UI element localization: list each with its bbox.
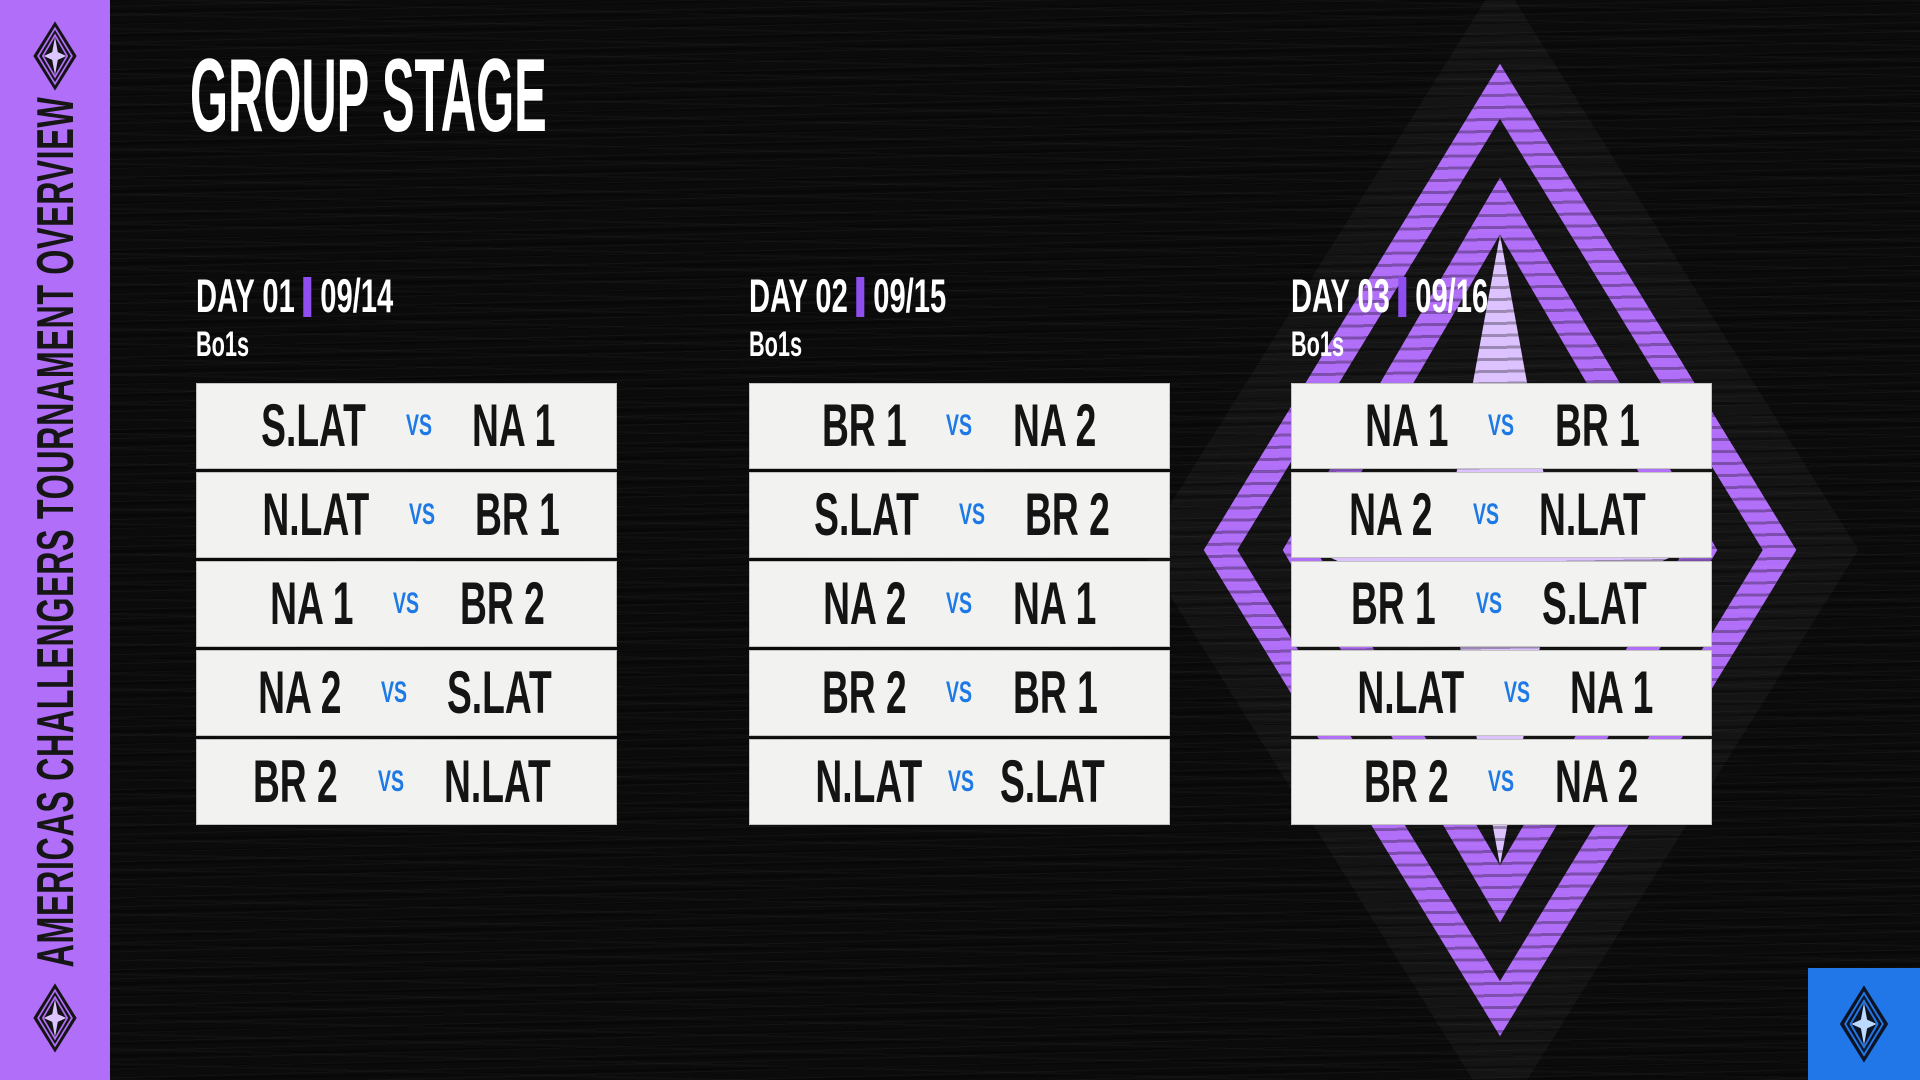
vs-label: VS bbox=[1504, 676, 1531, 709]
vs-label: VS bbox=[1488, 409, 1515, 442]
team-left: NA 2 bbox=[1349, 481, 1433, 548]
team-right: S.LAT bbox=[1000, 748, 1105, 815]
match-row: NA 2 VS S.LAT bbox=[196, 650, 617, 736]
team-right: BR 2 bbox=[1024, 481, 1110, 548]
team-left: NA 2 bbox=[823, 570, 907, 637]
vs-label: VS bbox=[958, 498, 985, 531]
vs-label: VS bbox=[1472, 498, 1499, 531]
spark-icon-corner bbox=[1838, 984, 1890, 1064]
team-right: S.LAT bbox=[1542, 570, 1647, 637]
day-label: DAY 01 bbox=[196, 269, 295, 322]
team-left: NA 1 bbox=[270, 570, 354, 637]
day-label: DAY 03 bbox=[1291, 269, 1390, 322]
team-left: S.LAT bbox=[261, 392, 366, 459]
day-column-1: DAY 01 09/14 Bo1s S.LAT VS NA 1 N.LAT VS … bbox=[196, 272, 617, 828]
vs-label: VS bbox=[381, 676, 408, 709]
vs-label: VS bbox=[409, 498, 436, 531]
corner-badge bbox=[1808, 968, 1920, 1080]
match-table: BR 1 VS NA 2 S.LAT VS BR 2 NA 2 VS NA 1 … bbox=[749, 383, 1170, 825]
vs-label: VS bbox=[946, 676, 973, 709]
vs-label: VS bbox=[1488, 765, 1515, 798]
team-right: NA 1 bbox=[471, 392, 556, 459]
match-row: N.LAT VS S.LAT bbox=[749, 739, 1170, 825]
team-left: BR 1 bbox=[821, 392, 907, 459]
match-row: NA 1 VS BR 1 bbox=[1291, 383, 1712, 469]
match-row: NA 1 VS BR 2 bbox=[196, 561, 617, 647]
day-date: 09/15 bbox=[873, 269, 947, 322]
spark-icon-bottom bbox=[32, 982, 78, 1054]
vs-label: VS bbox=[946, 587, 973, 620]
team-right: NA 2 bbox=[1012, 392, 1096, 459]
day-format: Bo1s bbox=[196, 325, 250, 364]
day-format: Bo1s bbox=[1291, 325, 1345, 364]
team-right: BR 1 bbox=[1554, 392, 1640, 459]
match-row: BR 1 VS S.LAT bbox=[1291, 561, 1712, 647]
team-left: NA 2 bbox=[257, 659, 342, 726]
match-row: NA 2 VS N.LAT bbox=[1291, 472, 1712, 558]
page-title: GROUP STAGE bbox=[190, 38, 547, 154]
day-separator bbox=[1398, 277, 1407, 317]
team-right: S.LAT bbox=[447, 659, 552, 726]
team-left: BR 2 bbox=[253, 748, 338, 815]
day-separator bbox=[856, 277, 865, 317]
day-separator bbox=[303, 277, 312, 317]
team-right: BR 2 bbox=[459, 570, 545, 637]
team-right: NA 1 bbox=[1570, 659, 1654, 726]
match-row: NA 2 VS NA 1 bbox=[749, 561, 1170, 647]
spark-icon-top bbox=[32, 20, 78, 92]
day-label: DAY 02 bbox=[749, 269, 848, 322]
team-right: BR 1 bbox=[1012, 659, 1098, 726]
day-header: DAY 01 09/14 bbox=[196, 272, 617, 319]
team-left: BR 2 bbox=[821, 659, 907, 726]
vs-label: VS bbox=[1476, 587, 1503, 620]
vs-label: VS bbox=[405, 409, 432, 442]
day-header: DAY 03 09/16 bbox=[1291, 272, 1712, 319]
day-column-3: DAY 03 09/16 Bo1s NA 1 VS BR 1 NA 2 VS N.… bbox=[1291, 272, 1712, 828]
team-right: NA 1 bbox=[1012, 570, 1096, 637]
team-left: NA 1 bbox=[1365, 392, 1449, 459]
vs-label: VS bbox=[377, 765, 404, 798]
day-header: DAY 02 09/15 bbox=[749, 272, 1170, 319]
day-date: 09/14 bbox=[320, 269, 394, 322]
team-left: S.LAT bbox=[814, 481, 919, 548]
match-row: N.LAT VS BR 1 bbox=[196, 472, 617, 558]
match-row: N.LAT VS NA 1 bbox=[1291, 650, 1712, 736]
sidebar-label: AMERICAS CHALLENGERS TOURNAMENT OVERVIEW bbox=[27, 96, 85, 968]
match-row: BR 2 VS BR 1 bbox=[749, 650, 1170, 736]
team-left: BR 1 bbox=[1351, 570, 1437, 637]
vs-label: VS bbox=[393, 587, 420, 620]
team-left: BR 2 bbox=[1363, 748, 1449, 815]
day-format: Bo1s bbox=[749, 325, 803, 364]
team-left: N.LAT bbox=[1357, 659, 1465, 726]
match-row: S.LAT VS NA 1 bbox=[196, 383, 617, 469]
vs-label: VS bbox=[948, 765, 975, 798]
team-right: N.LAT bbox=[1538, 481, 1646, 548]
match-table: NA 1 VS BR 1 NA 2 VS N.LAT BR 1 VS S.LAT… bbox=[1291, 383, 1712, 825]
team-left: N.LAT bbox=[262, 481, 370, 548]
team-right: NA 2 bbox=[1554, 748, 1638, 815]
match-row: BR 2 VS N.LAT bbox=[196, 739, 617, 825]
day-date: 09/16 bbox=[1415, 269, 1489, 322]
match-row: BR 1 VS NA 2 bbox=[749, 383, 1170, 469]
sidebar: AMERICAS CHALLENGERS TOURNAMENT OVERVIEW bbox=[0, 0, 110, 1080]
team-right: BR 1 bbox=[475, 481, 560, 548]
day-column-2: DAY 02 09/15 Bo1s BR 1 VS NA 2 S.LAT VS B… bbox=[749, 272, 1170, 828]
team-left: N.LAT bbox=[815, 748, 923, 815]
match-row: BR 2 VS NA 2 bbox=[1291, 739, 1712, 825]
vs-label: VS bbox=[946, 409, 973, 442]
match-row: S.LAT VS BR 2 bbox=[749, 472, 1170, 558]
team-right: N.LAT bbox=[443, 748, 551, 815]
match-table: S.LAT VS NA 1 N.LAT VS BR 1 NA 1 VS BR 2… bbox=[196, 383, 617, 825]
